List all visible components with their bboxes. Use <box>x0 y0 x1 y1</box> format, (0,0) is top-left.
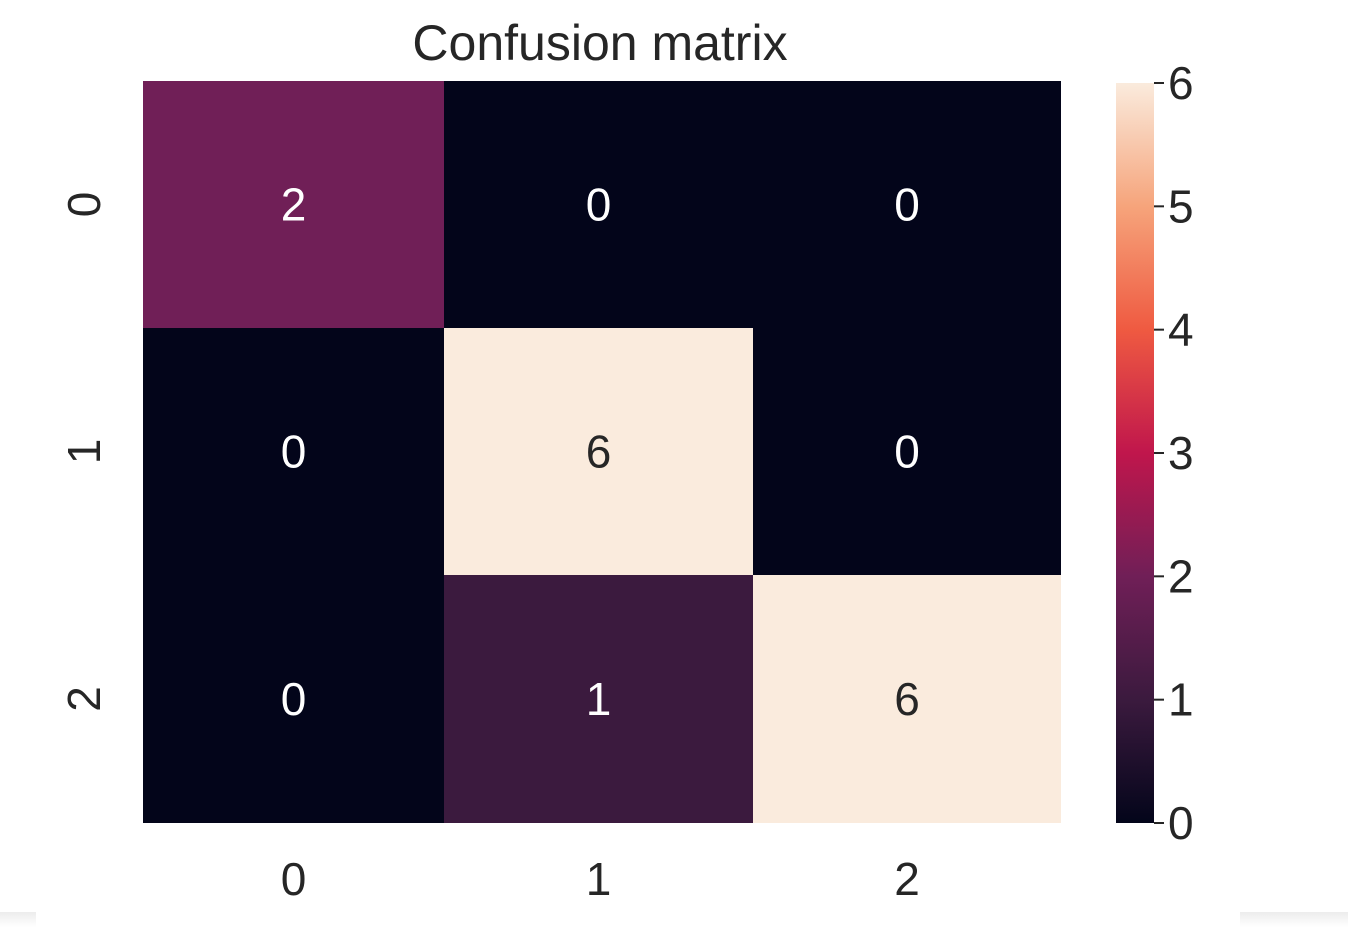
cell-value-label: 6 <box>894 673 920 725</box>
cell-value-label: 0 <box>281 426 307 478</box>
heatmap-cells: 2 0 0 0 6 0 0 1 6 <box>143 81 1061 823</box>
heatmap-cell <box>753 81 1061 328</box>
cell-value-label: 0 <box>894 179 920 231</box>
y-tick-label: 0 <box>58 192 110 218</box>
heatmap-cell <box>143 575 444 823</box>
heatmap-cell <box>444 81 753 328</box>
colorbar <box>1116 83 1154 823</box>
colorbar-ticks: 0 1 2 3 4 5 6 <box>1154 57 1194 849</box>
heatmap-cell <box>444 575 753 823</box>
cell-value-label: 2 <box>281 179 307 231</box>
cell-value-label: 0 <box>894 426 920 478</box>
chart-title: Confusion matrix <box>412 15 787 71</box>
y-axis-ticks: 0 1 2 <box>58 192 110 712</box>
y-tick-label: 2 <box>58 686 110 712</box>
x-axis-ticks: 0 1 2 <box>281 853 920 905</box>
colorbar-tick-label: 0 <box>1168 797 1194 849</box>
colorbar-tick-label: 4 <box>1168 304 1194 356</box>
colorbar-tick-label: 5 <box>1168 180 1194 232</box>
colorbar-tick-label: 6 <box>1168 57 1194 109</box>
heatmap-cell <box>444 328 753 575</box>
cell-value-label: 0 <box>281 673 307 725</box>
heatmap-cell <box>143 81 444 328</box>
x-tick-label: 0 <box>281 853 307 905</box>
heatmap-cell <box>753 575 1061 823</box>
cell-value-label: 0 <box>586 179 612 231</box>
x-tick-label: 2 <box>894 853 920 905</box>
colorbar-tick-label: 2 <box>1168 550 1194 602</box>
x-tick-label: 1 <box>586 853 612 905</box>
colorbar-tick-label: 1 <box>1168 674 1194 726</box>
y-tick-label: 1 <box>58 439 110 465</box>
heatmap-cell <box>143 328 444 575</box>
heatmap-cell <box>753 328 1061 575</box>
cell-value-label: 1 <box>586 673 612 725</box>
cell-value-label: 6 <box>586 426 612 478</box>
colorbar-tick-label: 3 <box>1168 427 1194 479</box>
output-area-edge <box>36 905 1240 927</box>
